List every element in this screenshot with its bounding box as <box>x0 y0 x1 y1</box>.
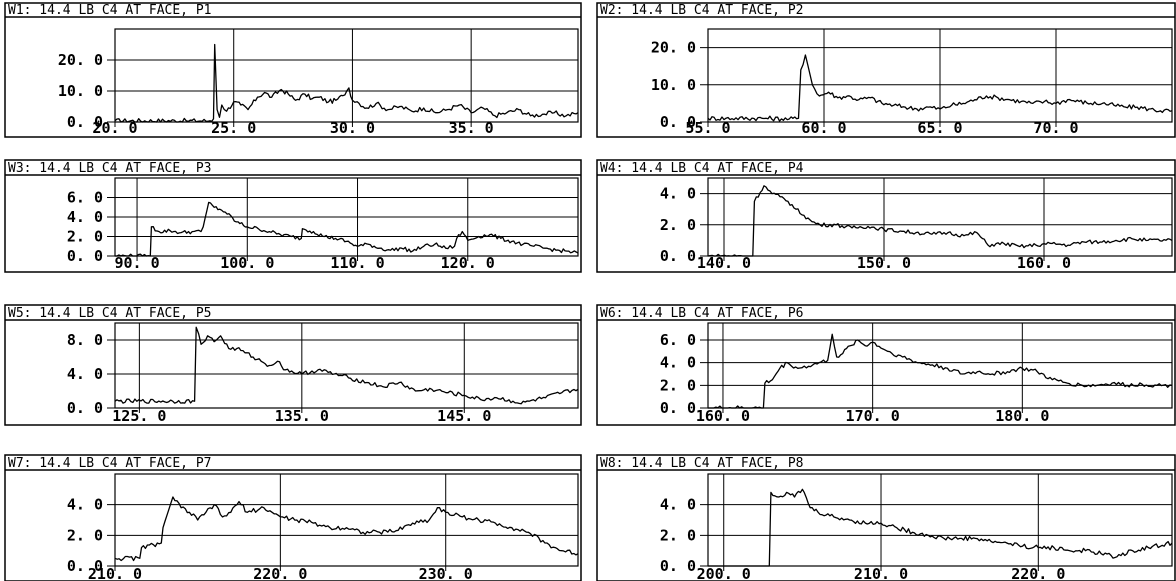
panel-frame <box>596 2 1176 138</box>
x-tick-label: 135. 0 <box>275 407 329 425</box>
x-tick-label: 145. 0 <box>437 407 491 425</box>
x-tick-label: 140. 0 <box>697 254 751 272</box>
x-tick-label: 70. 0 <box>1033 119 1078 137</box>
pressure-trace <box>708 488 1173 567</box>
y-tick-label: 0. 0 <box>660 399 696 417</box>
x-tick-label: 180. 0 <box>995 407 1049 425</box>
y-tick-label: 0. 0 <box>660 557 696 575</box>
x-tick-label: 220. 0 <box>253 565 307 581</box>
y-tick-label: 0. 0 <box>660 113 696 131</box>
y-tick-label: 2. 0 <box>660 526 696 544</box>
y-tick-label: 20. 0 <box>651 39 696 57</box>
y-tick-label: 10. 0 <box>58 82 103 100</box>
panel-frame <box>4 304 582 426</box>
chart-panel-3: W3: 14.4 LB C4 AT FACE, P3 0. 02. 0 4. 06.… <box>4 159 582 273</box>
x-tick-label: 120. 0 <box>441 254 495 272</box>
y-tick-label: 4. 0 <box>660 185 696 203</box>
pressure-trace <box>707 54 1173 122</box>
pressure-trace <box>114 43 579 123</box>
panel-frame <box>596 159 1176 273</box>
chart-title: W1: 14.4 LB C4 AT FACE, P1 <box>8 3 212 18</box>
chart-panel-7: W7: 14.4 LB C4 AT FACE, P7 0. 0 2. 0 4. 0 21… <box>4 454 582 581</box>
plot-frame <box>114 473 579 567</box>
x-tick-label: 60. 0 <box>801 119 846 137</box>
x-tick-label: 110. 0 <box>330 254 384 272</box>
panel-frame <box>4 454 582 581</box>
y-tick-label: 4. 0 <box>67 496 103 514</box>
y-tick-label: 2. 0 <box>67 526 103 544</box>
x-tick-label: 220. 0 <box>1011 565 1065 581</box>
x-tick-label: 100. 0 <box>220 254 274 272</box>
y-tick-label: 0. 0 <box>67 113 103 131</box>
x-tick-label: 210. 0 <box>854 565 908 581</box>
panel-frame <box>596 454 1176 581</box>
x-tick-label: 35. 0 <box>449 119 494 137</box>
chart-title: W7: 14.4 LB C4 AT FACE, P7 <box>8 456 212 471</box>
x-tick-label: 90. 0 <box>114 254 159 272</box>
y-tick-label: 4. 0 <box>660 496 696 514</box>
chart-title: W6: 14.4 LB C4 AT FACE, P6 <box>600 306 804 321</box>
panel-frame <box>4 2 582 138</box>
y-tick-label: 0. 0 <box>67 557 103 575</box>
chart-title: W4: 14.4 LB C4 AT FACE, P4 <box>600 161 804 176</box>
x-tick-label: 25. 0 <box>211 119 256 137</box>
x-tick-label: 125. 0 <box>112 407 166 425</box>
chart-panel-5: W5: 14.4 LB C4 AT FACE, P5 0. 0 4. 0 8. 0 12… <box>4 304 582 426</box>
y-tick-label: 8. 0 <box>67 331 103 349</box>
x-tick-label: 200. 0 <box>697 565 751 581</box>
chart-title: W8: 14.4 LB C4 AT FACE, P8 <box>600 456 804 471</box>
plot-frame <box>114 322 579 409</box>
x-tick-label: 30. 0 <box>330 119 375 137</box>
plot-frame <box>707 322 1173 409</box>
chart-panel-6: W6: 14.4 LB C4 AT FACE, P6 0. 0 2. 0 4. 0 6.… <box>596 304 1176 426</box>
x-tick-label: 160. 0 <box>1017 254 1071 272</box>
panel-frame <box>4 159 582 273</box>
y-tick-label: 0. 0 <box>660 247 696 265</box>
x-tick-label: 55. 0 <box>685 119 730 137</box>
x-tick-label: 230. 0 <box>419 565 473 581</box>
pressure-trace <box>114 326 579 405</box>
y-tick-label: 4. 0 <box>67 208 103 226</box>
y-tick-label: 2. 0 <box>660 376 696 394</box>
y-tick-label: 10. 0 <box>651 76 696 94</box>
x-tick-label: 170. 0 <box>846 407 900 425</box>
x-tick-label: 150. 0 <box>857 254 911 272</box>
pressure-trace <box>707 185 1173 257</box>
pressure-trace <box>708 333 1173 409</box>
chart-title: W3: 14.4 LB C4 AT FACE, P3 <box>8 161 212 176</box>
y-tick-label: 6. 0 <box>660 331 696 349</box>
chart-panel-4: W4: 14.4 LB C4 AT FACE, P4 0. 0 2. 0 4. 0 14… <box>596 159 1176 273</box>
pressure-trace <box>115 201 579 257</box>
x-tick-label: 160. 0 <box>696 407 750 425</box>
chart-panel-1: W1: 14.4 LB C4 AT FACE, P1 0. 0 10. 0 20. 0… <box>4 2 582 138</box>
pressure-trace <box>114 496 579 562</box>
y-tick-label: 0. 0 <box>67 247 103 265</box>
y-tick-label: 6. 0 <box>67 189 103 207</box>
x-tick-label: 20. 0 <box>92 119 137 137</box>
plot-frame <box>707 473 1173 567</box>
chart-panel-8: W8: 14.4 LB C4 AT FACE, P8 0. 0 2. 0 4. 0 20… <box>596 454 1176 581</box>
plot-frame <box>114 28 579 123</box>
chart-title: W5: 14.4 LB C4 AT FACE, P5 <box>8 306 212 321</box>
chart-title: W2: 14.4 LB C4 AT FACE, P2 <box>600 3 804 18</box>
y-tick-label: 2. 0 <box>660 216 696 234</box>
panel-frame <box>596 304 1176 426</box>
y-tick-label: 4. 0 <box>67 365 103 383</box>
x-tick-label: 65. 0 <box>917 119 962 137</box>
y-tick-label: 20. 0 <box>58 51 103 69</box>
chart-panel-2: W2: 14.4 LB C4 AT FACE, P2 0. 0 10. 0 20. 0… <box>596 2 1176 138</box>
y-tick-label: 4. 0 <box>660 354 696 372</box>
x-tick-label: 210. 0 <box>88 565 142 581</box>
y-tick-label: 0. 0 <box>67 399 103 417</box>
plot-frame <box>707 177 1173 257</box>
y-tick-label: 2. 0 <box>67 228 103 246</box>
